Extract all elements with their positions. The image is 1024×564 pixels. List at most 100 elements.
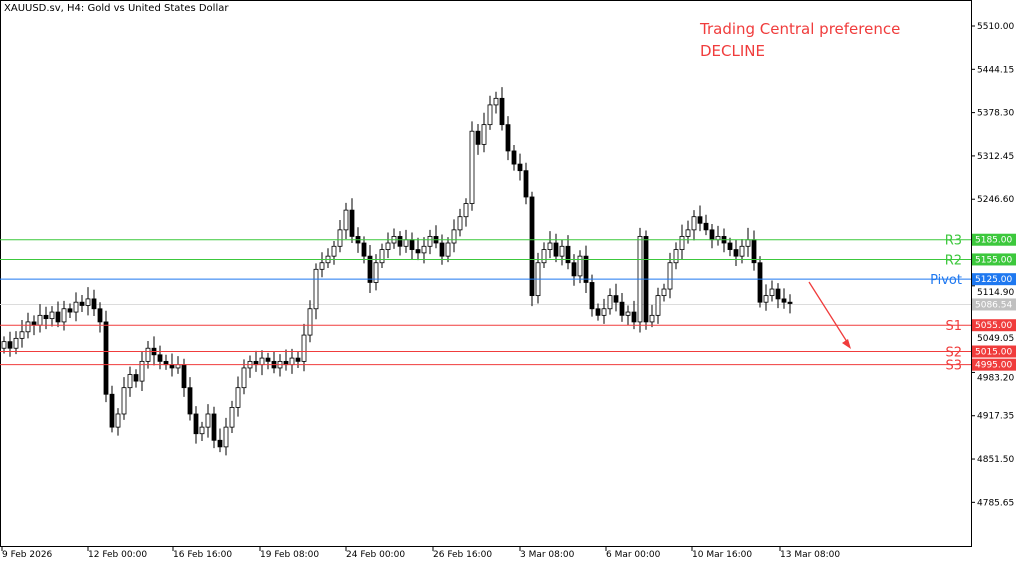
- candle: [343, 202, 349, 240]
- candle-body: [583, 255, 589, 283]
- candle-body: [457, 216, 463, 231]
- candle: [529, 191, 535, 307]
- candle-body: [91, 298, 97, 310]
- candle: [163, 354, 169, 370]
- candle: [745, 227, 751, 257]
- candle-body: [235, 387, 241, 408]
- candle: [499, 87, 505, 131]
- candle-body: [661, 288, 667, 297]
- candle: [757, 256, 763, 308]
- candle: [691, 210, 697, 241]
- candle: [583, 245, 589, 293]
- trading-central-annotation: Trading Central preference DECLINE: [700, 18, 900, 62]
- y-tick-label: 4983.20: [977, 374, 1014, 384]
- candle-body: [37, 314, 43, 326]
- candle: [751, 230, 757, 271]
- candle: [211, 406, 217, 449]
- candle-body: [469, 130, 475, 204]
- candle-body: [529, 196, 535, 297]
- candle: [7, 331, 13, 357]
- candle-body: [649, 314, 655, 323]
- candle: [61, 300, 67, 331]
- candle: [43, 306, 49, 330]
- candle: [601, 298, 607, 324]
- candle: [769, 280, 775, 302]
- candle: [217, 428, 223, 453]
- level-price-tag: [972, 358, 1016, 371]
- candle-body: [613, 295, 619, 303]
- candle-body: [301, 334, 307, 362]
- level-price-tag: [972, 319, 1016, 332]
- candle-body: [349, 209, 355, 237]
- candle: [451, 219, 457, 253]
- candle-body: [517, 163, 523, 172]
- candle: [427, 229, 433, 255]
- candle: [397, 231, 403, 256]
- candle: [673, 242, 679, 270]
- candle-body: [565, 245, 571, 264]
- candle: [115, 408, 121, 436]
- candle-body: [55, 311, 61, 323]
- y-tick-label: 5510.00: [977, 22, 1014, 32]
- candle-body: [217, 439, 223, 448]
- candle: [655, 287, 661, 324]
- candle: [67, 303, 73, 318]
- candle-body: [295, 357, 301, 362]
- candle-body: [415, 249, 421, 254]
- candle: [391, 228, 397, 249]
- candle: [607, 288, 613, 315]
- candle-body: [1, 341, 7, 349]
- candle: [577, 250, 583, 284]
- candle-body: [475, 130, 481, 145]
- candle-body: [703, 222, 709, 231]
- candle: [367, 244, 373, 293]
- candle: [307, 300, 313, 343]
- candle-body: [25, 321, 31, 333]
- candle-body: [691, 216, 697, 231]
- candle-body: [553, 242, 559, 257]
- candle: [517, 153, 523, 181]
- candle: [241, 359, 247, 395]
- x-tick-label: 19 Feb 08:00: [260, 550, 319, 560]
- candle: [409, 232, 415, 260]
- candle-body: [421, 245, 427, 254]
- candle-body: [265, 357, 271, 362]
- level-price-tag: [972, 345, 1016, 358]
- candle-body: [187, 387, 193, 415]
- candle-body: [367, 255, 373, 283]
- candle: [703, 214, 709, 236]
- candle: [151, 336, 157, 366]
- y-tick-label: 4851.50: [977, 455, 1014, 465]
- candle: [595, 303, 601, 321]
- candle: [541, 242, 547, 268]
- candle-body: [733, 249, 739, 257]
- candle-body: [673, 249, 679, 264]
- level-name-s3: S3: [945, 359, 962, 374]
- candle: [637, 227, 643, 333]
- candle-body: [403, 239, 409, 247]
- candle: [205, 404, 211, 438]
- annotation-line2: DECLINE: [700, 42, 765, 60]
- level-price-label: 4995.00: [975, 361, 1012, 371]
- candle: [283, 349, 289, 371]
- candle: [715, 225, 721, 246]
- level-name-s1: S1: [945, 319, 962, 334]
- candle: [439, 234, 445, 265]
- candle: [37, 304, 43, 333]
- y-tick-label: 4785.65: [977, 498, 1014, 508]
- candle: [199, 421, 205, 441]
- candle-body: [397, 236, 403, 247]
- candle: [553, 233, 559, 263]
- x-tick-label: 9 Feb 2026: [2, 550, 53, 560]
- level-price-tag: [972, 253, 1016, 266]
- candle: [91, 289, 97, 317]
- level-price-label: 5125.00: [975, 275, 1012, 285]
- candle-body: [769, 288, 775, 297]
- chart-title: XAUUSD.sv, H4: Gold vs United States Dol…: [4, 3, 229, 14]
- candle: [79, 294, 85, 313]
- candle: [109, 385, 115, 433]
- candle-body: [343, 209, 349, 231]
- candle-body: [505, 124, 511, 152]
